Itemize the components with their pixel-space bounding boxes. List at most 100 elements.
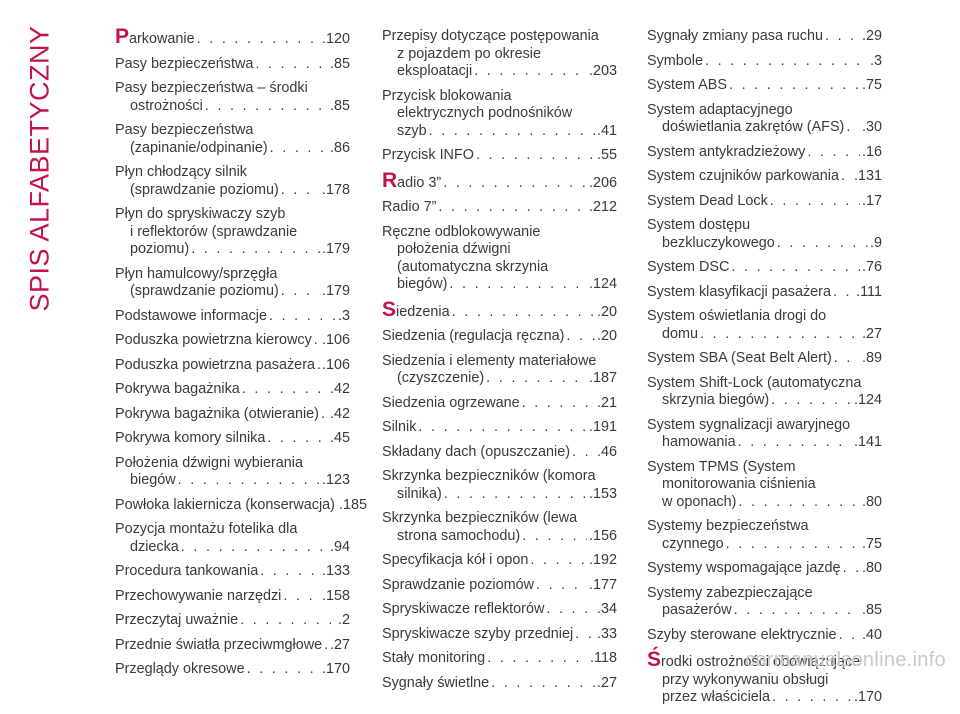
page-number[interactable]: .106: [321, 356, 350, 373]
page-number[interactable]: .206: [588, 174, 617, 191]
entry-text: (sprawdzanie poziomu): [130, 181, 279, 198]
dot-leader: [314, 332, 320, 350]
entry-line: Procedura tankowania .133: [115, 563, 350, 581]
page-number[interactable]: .192: [588, 552, 617, 568]
entry-text: Powłoka lakiernicza (konserwacja): [115, 496, 335, 513]
entry-line: Przycisk INFO .55: [382, 147, 617, 165]
page-number[interactable]: .9: [869, 234, 882, 251]
page-number[interactable]: .80: [861, 493, 882, 510]
entry-line: System SBA (Seat Belt Alert) .89: [647, 350, 882, 368]
page-number[interactable]: .30: [861, 119, 882, 135]
dot-leader: [281, 283, 320, 301]
index-entry: Poduszka powietrzna pasażera .106: [115, 357, 350, 375]
page-number[interactable]: .41: [596, 122, 617, 139]
page-number[interactable]: .212: [588, 199, 617, 215]
page-number[interactable]: .27: [861, 325, 882, 342]
page-number[interactable]: .80: [861, 560, 882, 576]
page-number[interactable]: .27: [329, 636, 350, 653]
entry-text: Pasy bezpieczeństwa – środki: [115, 80, 308, 96]
entry-text: Silnik: [382, 419, 417, 435]
page-number[interactable]: .156: [588, 527, 617, 544]
entry-text: Systemy wspomagające jazdę: [647, 560, 841, 576]
page-number[interactable]: .3: [869, 52, 882, 69]
page-number[interactable]: .123: [321, 472, 350, 488]
index-entry: Sygnały zmiany pasa ruchu .29: [647, 28, 882, 46]
index-entry: Spryskiwacze reflektorów .34: [382, 601, 617, 619]
page-number[interactable]: .76: [861, 259, 882, 275]
entry-line: Symbole .3: [647, 53, 882, 71]
entry-text: szyb: [397, 122, 427, 139]
page-number[interactable]: .124: [588, 276, 617, 292]
page-number[interactable]: .133: [321, 563, 350, 579]
letter-initial: R: [382, 168, 398, 192]
page-number[interactable]: .111: [856, 283, 882, 300]
page-number[interactable]: .85: [861, 602, 882, 618]
entry-text: Systemy zabezpieczające: [647, 584, 813, 601]
entry-line: Pasy bezpieczeństwa .85: [115, 56, 350, 74]
page-number[interactable]: .55: [596, 147, 617, 163]
page-number[interactable]: .40: [861, 626, 882, 643]
page-number[interactable]: .158: [321, 587, 350, 604]
page-number[interactable]: .75: [861, 535, 882, 552]
page-number[interactable]: .131: [853, 168, 882, 184]
page-number[interactable]: .120: [321, 31, 350, 47]
entry-line: Płyn chłodzący silnik: [115, 164, 350, 182]
page-number[interactable]: .27: [596, 674, 617, 691]
page-number[interactable]: .106: [321, 332, 350, 348]
page-number[interactable]: .75: [861, 77, 882, 93]
page-number[interactable]: .177: [588, 576, 617, 593]
dot-leader: [770, 193, 860, 211]
page-number[interactable]: .178: [321, 181, 350, 198]
page-number[interactable]: .118: [590, 650, 617, 666]
page-number[interactable]: .34: [596, 601, 617, 617]
entry-text: poziomu): [130, 241, 190, 257]
page-number[interactable]: .42: [329, 405, 350, 422]
page-number[interactable]: .170: [853, 689, 882, 705]
entry-line: Sygnały zmiany pasa ruchu .29: [647, 28, 882, 46]
page-number[interactable]: .191: [588, 419, 617, 435]
dot-leader: [734, 602, 860, 620]
page-number[interactable]: .179: [321, 241, 350, 257]
page-number[interactable]: .86: [329, 139, 350, 156]
page-number[interactable]: .21: [596, 394, 617, 411]
page-number[interactable]: .2: [337, 612, 350, 628]
entry-text: Pozycja montażu fotelika dla: [115, 521, 298, 537]
page-number[interactable]: .3: [337, 307, 350, 324]
entry-line: przez właściciela .170: [647, 689, 882, 707]
page-number[interactable]: .141: [853, 434, 882, 450]
entry-text: System DSC: [647, 259, 730, 275]
entry-text: Płyn chłodzący silnik: [115, 164, 247, 180]
entry-line: Przednie światła przeciwmgłowe .27: [115, 637, 350, 655]
page-number[interactable]: .85: [329, 97, 350, 114]
page-number[interactable]: .89: [861, 350, 882, 366]
page-number[interactable]: .170: [321, 661, 350, 677]
entry-line: Pokrywa bagażnika (otwieranie) .42: [115, 406, 350, 424]
page-number[interactable]: .45: [329, 430, 350, 446]
page-number[interactable]: .46: [596, 443, 617, 460]
index-entry: System klasyfikacji pasażera .111: [647, 284, 882, 302]
page-number[interactable]: .94: [329, 538, 350, 555]
page-number[interactable]: .153: [588, 485, 617, 502]
page-number[interactable]: .185: [338, 496, 367, 513]
page-number[interactable]: .85: [329, 55, 350, 72]
index-column-3: Sygnały zmiany pasa ruchu .29 Symbole .3 Sys…: [647, 28, 882, 714]
page-number[interactable]: .16: [861, 143, 882, 160]
page-number[interactable]: .42: [329, 381, 350, 397]
dot-leader: [281, 182, 320, 200]
entry-line: Powłoka lakiernicza (konserwacja) .185: [115, 496, 367, 515]
page-number[interactable]: .203: [588, 63, 617, 79]
page-number[interactable]: .20: [596, 303, 617, 320]
page-number[interactable]: .33: [596, 625, 617, 642]
page-number[interactable]: .17: [861, 192, 882, 209]
page-number[interactable]: .187: [588, 370, 617, 386]
page-number[interactable]: .20: [596, 328, 617, 344]
dot-leader: [443, 175, 587, 193]
page-number[interactable]: .124: [853, 392, 882, 408]
page-number[interactable]: .29: [861, 28, 882, 44]
entry-line: Płyn hamulcowy/sprzęgła: [115, 266, 350, 284]
index-entry: Systemy wspomagające jazdę .80: [647, 560, 882, 578]
dot-leader: [771, 392, 852, 410]
page-number[interactable]: .179: [321, 283, 350, 299]
entry-line: Pozycja montażu fotelika dla: [115, 521, 350, 539]
